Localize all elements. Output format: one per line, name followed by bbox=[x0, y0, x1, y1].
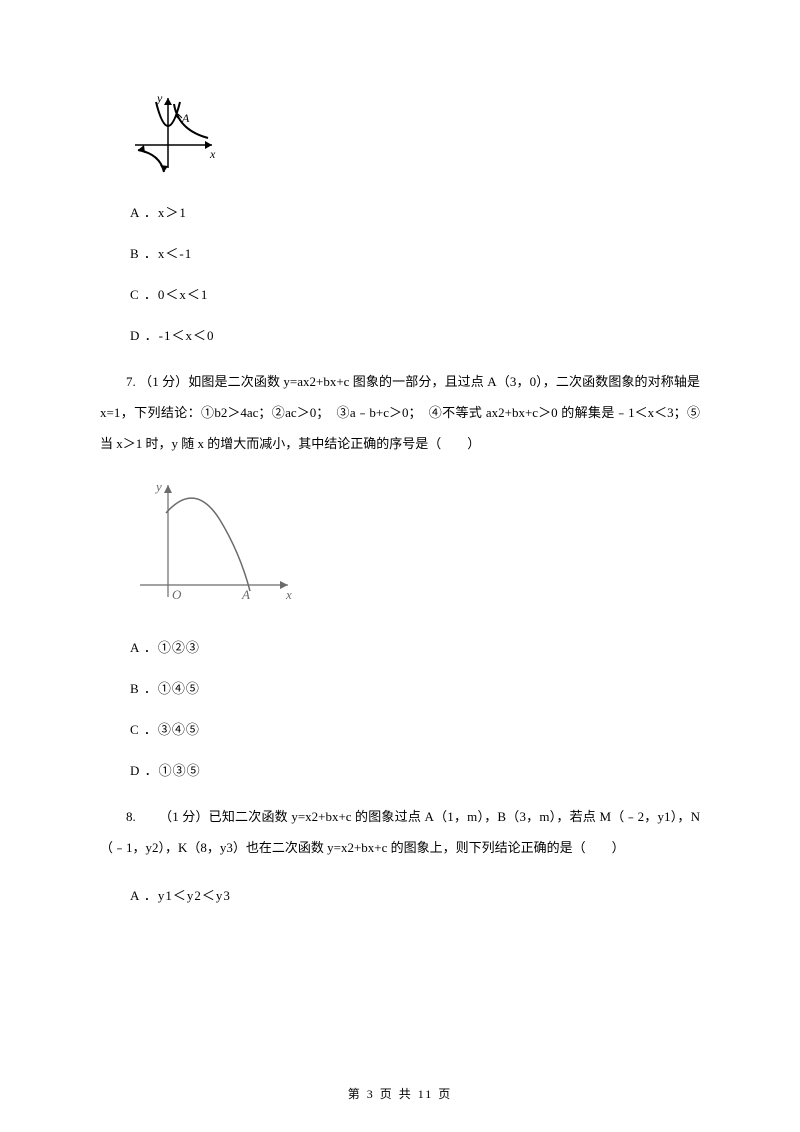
option-D: D ．①③⑤ bbox=[130, 760, 700, 779]
axis-x-label: x bbox=[209, 147, 216, 161]
option-A: A ．x＞1 bbox=[130, 202, 700, 221]
axis-y-label-2: y bbox=[154, 479, 162, 494]
point-A-label: A bbox=[181, 111, 190, 125]
figure-parabola-down: y x O A bbox=[130, 475, 700, 615]
option-B: B ．①④⑤ bbox=[130, 678, 700, 697]
option-D: D ．-1＜x＜0 bbox=[130, 325, 700, 344]
q6-options: A ．x＞1 B ．x＜-1 C ．0＜x＜1 D ．-1＜x＜0 bbox=[130, 202, 700, 344]
option-A: A ．y1＜y2＜y3 bbox=[130, 885, 700, 904]
q8-options: A ．y1＜y2＜y3 bbox=[130, 885, 700, 904]
option-A: A ．①②③ bbox=[130, 637, 700, 656]
question-7: 7. （1 分）如图是二次函数 y=ax2+bx+c 图象的一部分，且过点 A（… bbox=[100, 366, 700, 460]
point-A-label-2: A bbox=[241, 587, 250, 602]
option-C: C ．0＜x＜1 bbox=[130, 284, 700, 303]
origin-label: O bbox=[172, 587, 182, 602]
option-B: B ．x＜-1 bbox=[130, 243, 700, 262]
question-8: 8. （1 分）已知二次函数 y=x2+bx+c 的图象过点 A（1，m），B（… bbox=[100, 801, 700, 863]
page-footer: 第 3 页 共 11 页 bbox=[100, 1085, 700, 1102]
axis-y-label: y bbox=[156, 91, 163, 105]
axis-x-label-2: x bbox=[285, 587, 292, 602]
q7-options: A ．①②③ B ．①④⑤ C ．③④⑤ D ．①③⑤ bbox=[130, 637, 700, 779]
figure-parabola-hyperbola: y x A bbox=[130, 90, 700, 180]
option-C: C ．③④⑤ bbox=[130, 719, 700, 738]
